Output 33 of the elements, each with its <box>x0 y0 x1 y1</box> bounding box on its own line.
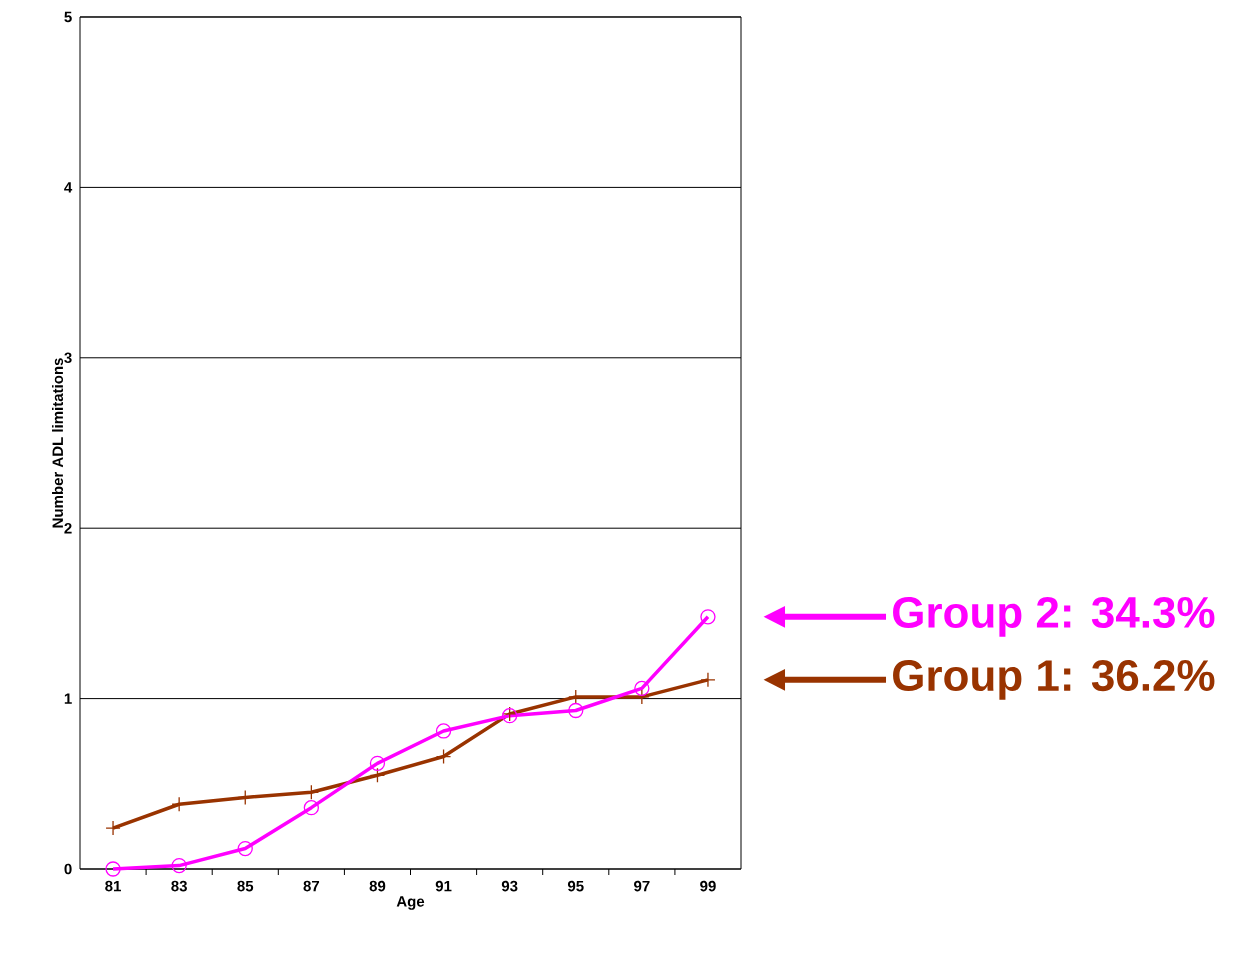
y-tick-label: 5 <box>64 11 72 23</box>
point <box>435 723 452 739</box>
x-tick-label: 95 <box>567 880 584 892</box>
y-tick-label: 3 <box>64 352 72 364</box>
y-tick-label: 2 <box>64 522 72 534</box>
point <box>435 748 452 765</box>
point <box>105 820 121 836</box>
y-axis-title: Number ADL limitations <box>52 358 64 528</box>
point <box>700 672 716 688</box>
x-tick-label: 81 <box>105 880 121 892</box>
x-tick-label: 89 <box>369 880 386 892</box>
x-tick-label: 83 <box>171 880 187 892</box>
point <box>369 767 386 783</box>
point <box>105 861 121 877</box>
y-tick-label: 1 <box>64 693 72 704</box>
x-axis-title: Age <box>396 896 425 910</box>
point <box>634 680 650 697</box>
x-tick-label: 99 <box>700 880 716 892</box>
x-tick-label: 85 <box>237 880 254 892</box>
point <box>303 800 320 816</box>
point <box>700 609 716 625</box>
y-tick-label: 0 <box>64 863 72 875</box>
point <box>369 755 386 771</box>
point <box>171 857 187 874</box>
x-tick-label: 91 <box>435 880 452 892</box>
x-tick-label: 97 <box>634 880 650 892</box>
y-tick-label: 4 <box>64 182 73 193</box>
x-tick-label: 87 <box>303 880 320 892</box>
x-tick-label: 93 <box>501 880 518 892</box>
legend-label: Group 1: 36.2% <box>893 659 1215 700</box>
point <box>568 702 584 719</box>
point <box>237 840 253 857</box>
legend-label: Group 2: 34.3% <box>893 596 1215 637</box>
